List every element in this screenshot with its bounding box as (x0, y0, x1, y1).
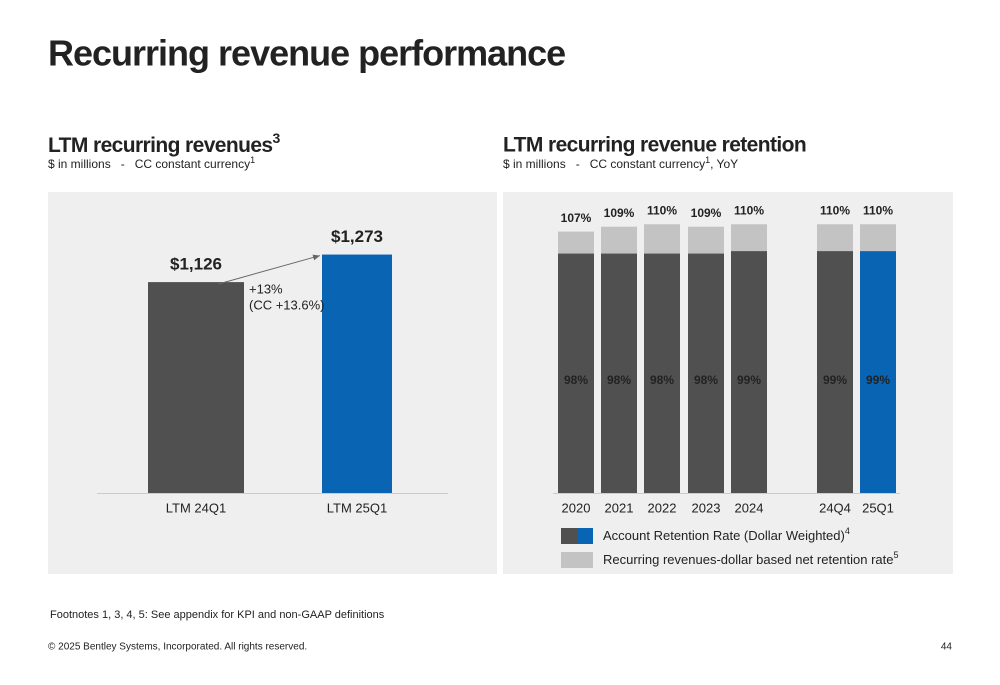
bar (148, 282, 244, 493)
value-label: 98% (607, 373, 631, 387)
legend-note: 5 (894, 550, 899, 560)
bar (817, 251, 853, 493)
bar (644, 253, 680, 493)
x-tick-label: 2020 (562, 500, 591, 515)
chart-title-text: LTM recurring revenues (48, 134, 272, 157)
x-tick-label: 24Q4 (819, 500, 851, 515)
legend-label: Account Retention Rate (Dollar Weighted)… (603, 526, 850, 543)
bar (601, 253, 637, 493)
bar (731, 251, 767, 493)
legend-swatch (577, 552, 593, 568)
value-label: 110% (820, 203, 850, 217)
bar (860, 251, 896, 493)
x-tick-label: LTM 24Q1 (166, 500, 226, 515)
value-label: 109% (604, 206, 635, 220)
subtitle-note: 1 (250, 155, 255, 165)
value-label: 109% (691, 206, 722, 220)
page-number: 44 (941, 642, 953, 653)
chart-title: LTM recurring revenues3 (48, 130, 280, 157)
value-label: 110% (647, 203, 677, 217)
value-label: 98% (694, 373, 718, 387)
subtitle-note: 1 (705, 155, 710, 165)
panel (48, 192, 497, 574)
legend-swatch (577, 528, 593, 544)
value-label: 98% (564, 373, 588, 387)
footnote: Footnotes 1, 3, 4, 5: See appendix for K… (50, 609, 385, 621)
subtitle-text: $ in millions - CC constant currency (48, 157, 250, 171)
value-label: 99% (866, 373, 890, 387)
x-tick-label: 2024 (735, 500, 764, 515)
growth-arrow (217, 254, 321, 285)
legend-swatch (561, 552, 577, 568)
legend-label: Recurring revenues-dollar based net rete… (603, 550, 899, 567)
value-label: 110% (734, 203, 764, 217)
legend-note: 4 (845, 526, 850, 536)
bar (322, 254, 392, 493)
value-label: $1,273 (331, 227, 383, 246)
title-note: 3 (272, 130, 280, 146)
x-tick-label: 2022 (648, 500, 677, 515)
value-label: 107% (561, 211, 592, 225)
subtitle-suffix: , YoY (710, 157, 738, 171)
value-label: 110% (863, 203, 893, 217)
x-tick-label: 25Q1 (862, 500, 894, 515)
chart-title: LTM recurring revenue retention (503, 134, 806, 157)
annotation: (CC +13.6%) (249, 297, 325, 312)
slide-title: Recurring revenue performance (48, 33, 565, 74)
value-label: 98% (650, 373, 674, 387)
legend-name: Account Retention Rate (Dollar Weighted) (603, 528, 845, 543)
x-tick-label: LTM 25Q1 (327, 500, 387, 515)
copyright: © 2025 Bentley Systems, Incorporated. Al… (48, 642, 307, 653)
x-tick-label: 2021 (605, 500, 634, 515)
value-label: 99% (737, 373, 761, 387)
x-tick-label: 2023 (692, 500, 721, 515)
chart-subtitle: $ in millions - CC constant currency1 (48, 155, 255, 171)
chart-subtitle: $ in millions - CC constant currency1, Y… (503, 155, 738, 171)
legend-name: Recurring revenues-dollar based net rete… (603, 552, 894, 567)
annotation: +13% (249, 281, 283, 296)
bar (558, 253, 594, 493)
value-label: $1,126 (170, 255, 222, 274)
bar (688, 253, 724, 493)
subtitle-text: $ in millions - CC constant currency (503, 157, 705, 171)
legend-swatch (561, 528, 577, 544)
value-label: 99% (823, 373, 847, 387)
